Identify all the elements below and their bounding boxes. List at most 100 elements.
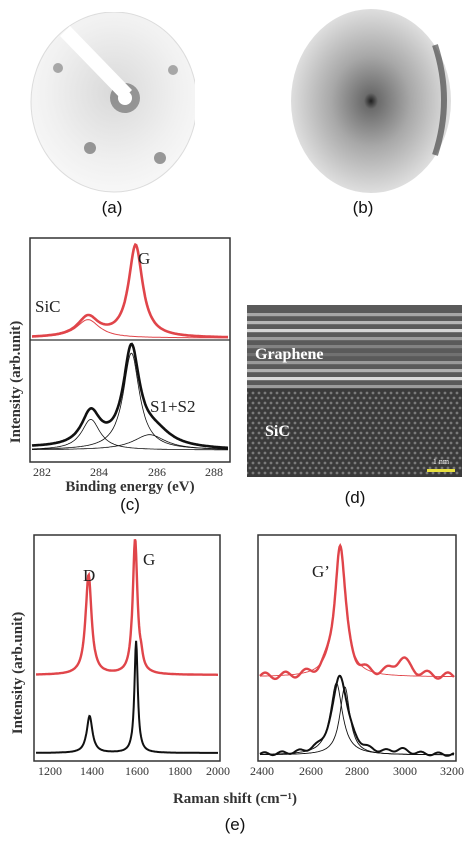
tem-lattice-dot bbox=[425, 401, 429, 405]
tem-lattice-dot bbox=[314, 396, 318, 400]
tem-lattice-dot bbox=[344, 436, 348, 440]
tem-lattice-dot bbox=[401, 461, 405, 465]
tem-lattice-dot bbox=[257, 431, 261, 435]
tem-lattice-dot bbox=[452, 396, 456, 400]
tem-sic-lattice bbox=[247, 391, 462, 475]
tem-lattice-dot bbox=[299, 431, 303, 435]
tem-lattice-dot bbox=[254, 446, 258, 450]
tem-lattice-dot bbox=[257, 461, 261, 465]
tem-lattice-dot bbox=[443, 451, 447, 455]
tem-lattice-dot bbox=[314, 426, 318, 430]
tem-lattice-dot bbox=[335, 471, 339, 475]
tem-lattice-dot bbox=[374, 426, 378, 430]
tem-lattice-dot bbox=[437, 451, 441, 455]
tem-lattice-dot bbox=[395, 461, 399, 465]
tem-lattice-dot bbox=[443, 401, 447, 405]
xps-tick-288: 288 bbox=[205, 465, 223, 479]
tem-lattice-dot bbox=[449, 431, 453, 435]
tem-lattice-dot bbox=[434, 396, 438, 400]
tem-lattice-dot bbox=[425, 411, 429, 415]
tem-lattice-dot bbox=[284, 446, 288, 450]
leed-pattern-b bbox=[291, 9, 451, 193]
tem-scale-label: 1 nm bbox=[433, 457, 450, 466]
tem-lattice-dot bbox=[293, 451, 297, 455]
tem-lattice-dot bbox=[383, 431, 387, 435]
tem-lattice-dot bbox=[329, 441, 333, 445]
tem-lattice-dot bbox=[365, 401, 369, 405]
tem-lattice-dot bbox=[392, 456, 396, 460]
tem-lattice-dot bbox=[254, 456, 258, 460]
tem-lattice-dot bbox=[437, 431, 441, 435]
tem-label-graphene: Graphene bbox=[255, 346, 323, 363]
tem-lattice-dot bbox=[377, 421, 381, 425]
tem-lattice-dot bbox=[341, 441, 345, 445]
tem-lattice-dot bbox=[377, 391, 381, 395]
tem-lattice-dot bbox=[344, 396, 348, 400]
tem-lattice-dot bbox=[458, 416, 462, 420]
tem-lattice-dot bbox=[254, 466, 258, 470]
tem-lattice-dot bbox=[266, 416, 270, 420]
tem-lattice-dot bbox=[293, 391, 297, 395]
tem-lattice-dot bbox=[356, 426, 360, 430]
tem-scale-bar bbox=[427, 469, 455, 472]
tem-lattice-dot bbox=[365, 461, 369, 465]
tem-lattice-dot bbox=[293, 411, 297, 415]
tem-lattice-dot bbox=[362, 436, 366, 440]
tem-lattice-dot bbox=[299, 441, 303, 445]
xps-bottom-curve bbox=[31, 342, 228, 450]
tem-lattice-dot bbox=[359, 451, 363, 455]
tem-lattice-dot bbox=[371, 401, 375, 405]
tem-lattice-dot bbox=[455, 451, 459, 455]
tem-lattice-dot bbox=[380, 406, 384, 410]
tem-lattice-dot bbox=[317, 471, 321, 475]
tem-lattice-dot bbox=[308, 406, 312, 410]
tem-lattice-dot bbox=[311, 441, 315, 445]
raman-left-tick-1400: 1400 bbox=[80, 764, 104, 778]
tem-lattice-dot bbox=[371, 411, 375, 415]
tem-lattice-dot bbox=[431, 391, 435, 395]
tem-lattice-dot bbox=[419, 471, 423, 475]
tem-lattice-dot bbox=[296, 426, 300, 430]
tem-lattice-dot bbox=[425, 461, 429, 465]
tem-lattice-dot bbox=[290, 456, 294, 460]
tem-lattice-dot bbox=[350, 416, 354, 420]
tem-lattice-dot bbox=[425, 441, 429, 445]
tem-lattice-dot bbox=[347, 441, 351, 445]
tem-lattice-dot bbox=[449, 461, 453, 465]
tem-lattice-dot bbox=[302, 396, 306, 400]
tem-lattice-dot bbox=[308, 416, 312, 420]
tem-lattice-dot bbox=[248, 416, 252, 420]
tem-lattice-dot bbox=[326, 396, 330, 400]
tem-lattice-dot bbox=[371, 431, 375, 435]
tem-lattice-dot bbox=[305, 451, 309, 455]
raman-right-tick-2600: 2600 bbox=[299, 764, 323, 778]
tem-lattice-dot bbox=[272, 456, 276, 460]
tem-lattice-dot bbox=[323, 431, 327, 435]
tem-lattice-dot bbox=[287, 421, 291, 425]
tem-lattice-dot bbox=[410, 466, 414, 470]
tem-lattice-dot bbox=[428, 416, 432, 420]
tem-lattice-dot bbox=[386, 436, 390, 440]
tem-lattice-dot bbox=[449, 391, 453, 395]
tem-lattice-dot bbox=[380, 396, 384, 400]
tem-lattice-dot bbox=[320, 406, 324, 410]
tem-lattice-dot bbox=[338, 446, 342, 450]
tem-lattice-dot bbox=[344, 466, 348, 470]
tem-lattice-dot bbox=[311, 451, 315, 455]
tem-lattice-dot bbox=[389, 461, 393, 465]
xps-bottom-component-3 bbox=[32, 434, 228, 450]
tem-lattice-dot bbox=[269, 391, 273, 395]
tem-lattice-dot bbox=[329, 421, 333, 425]
tem-lattice-dot bbox=[251, 421, 255, 425]
tem-lattice-dot bbox=[428, 396, 432, 400]
tem-lattice-dot bbox=[281, 401, 285, 405]
tem-lattice-dot bbox=[410, 406, 414, 410]
tem-lattice-dot bbox=[422, 416, 426, 420]
tem-lattice-dot bbox=[296, 446, 300, 450]
tem-lattice-dot bbox=[260, 436, 264, 440]
tem-lattice-dot bbox=[248, 426, 252, 430]
tem-lattice-dot bbox=[296, 466, 300, 470]
tem-lattice-dot bbox=[284, 396, 288, 400]
tem-lattice-dot bbox=[338, 456, 342, 460]
tem-lattice-dot bbox=[308, 446, 312, 450]
